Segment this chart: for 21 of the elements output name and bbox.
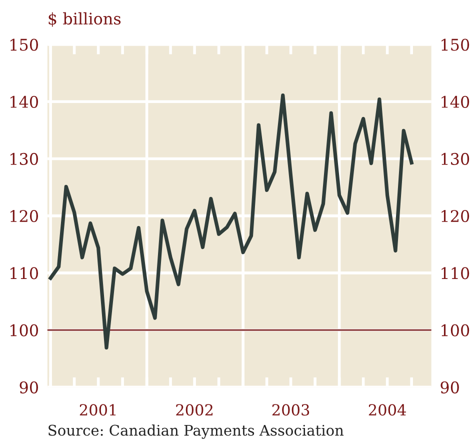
x-tick-label: 2001 [80,404,116,416]
y2-tick-label: 150 [442,38,470,51]
y-tick-label: 120 [10,210,38,222]
y-tick-label: 150 [10,38,38,51]
x-tick-label: 2003 [272,404,310,416]
y-tick-label: 130 [10,152,38,166]
y2-tick-label: 90 [440,381,459,394]
x-tick-label: 2002 [176,404,212,416]
line-series [48,94,414,350]
x-tick-label: 2004 [368,404,406,416]
y-tick-label: 100 [10,324,38,336]
y2-tick-label: 120 [442,210,470,222]
y2-tick-label: 130 [442,152,470,166]
y-axis-title: $ billions [48,12,121,27]
source-note: Source: Canadian Payments Association [48,424,344,439]
y-tick-label: 90 [20,381,38,394]
y2-tick-label: 140 [442,96,470,108]
y-tick-label: 110 [10,267,38,280]
y2-tick-label: 100 [442,324,470,336]
y-tick-label: 140 [10,96,38,108]
y2-tick-label: 110 [442,267,470,280]
